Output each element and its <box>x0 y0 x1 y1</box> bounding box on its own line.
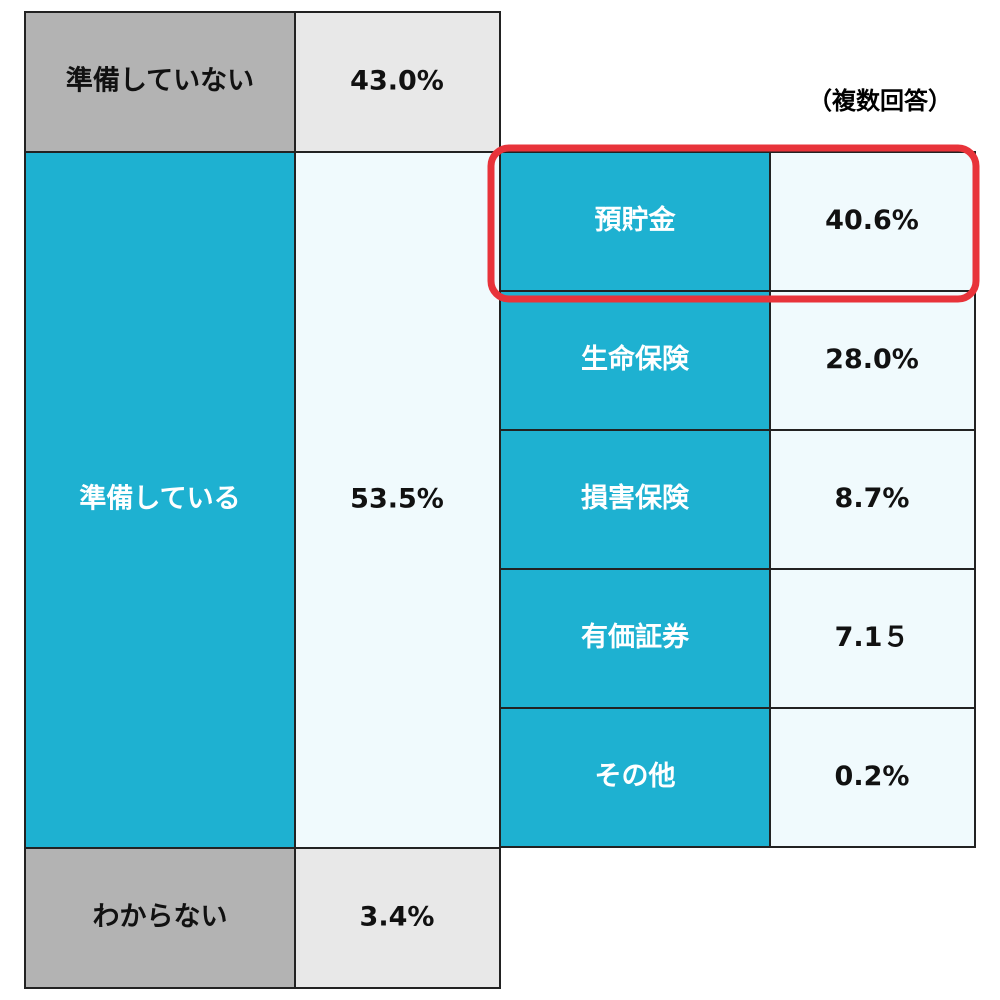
value-cell <box>769 151 976 292</box>
row-label: 預貯金 <box>595 204 677 236</box>
row-value: 3.4% <box>360 902 435 933</box>
label-cell <box>24 11 296 153</box>
value-cell <box>294 847 501 989</box>
value-cell <box>294 151 501 849</box>
row-value: 7.1５ <box>835 622 910 653</box>
row-value: 28.0% <box>825 344 919 375</box>
row-value: 43.0% <box>350 66 444 97</box>
value-cell <box>769 568 976 709</box>
value-cell <box>769 707 976 848</box>
row-value: 8.7% <box>835 483 910 514</box>
label-cell <box>499 707 771 848</box>
row-label: 有価証券 <box>581 621 690 653</box>
label-cell <box>24 151 296 849</box>
row-label: 準備していない <box>66 65 254 97</box>
value-cell <box>769 290 976 431</box>
label-cell <box>499 568 771 709</box>
row-label: 準備している <box>79 483 240 515</box>
note: （複数回答） <box>808 87 952 115</box>
label-cell <box>24 847 296 989</box>
highlight-frame <box>487 144 980 303</box>
value-cell <box>294 11 501 153</box>
row-label: 生命保険 <box>581 343 690 375</box>
row-label: その他 <box>595 761 676 792</box>
value-cell <box>769 429 976 570</box>
row-label: 損害保険 <box>581 482 690 514</box>
row-value: 0.2% <box>835 761 910 792</box>
row-value: 53.5% <box>350 484 444 515</box>
row-value: 40.6% <box>825 205 919 236</box>
row-label: わからない <box>93 902 228 933</box>
